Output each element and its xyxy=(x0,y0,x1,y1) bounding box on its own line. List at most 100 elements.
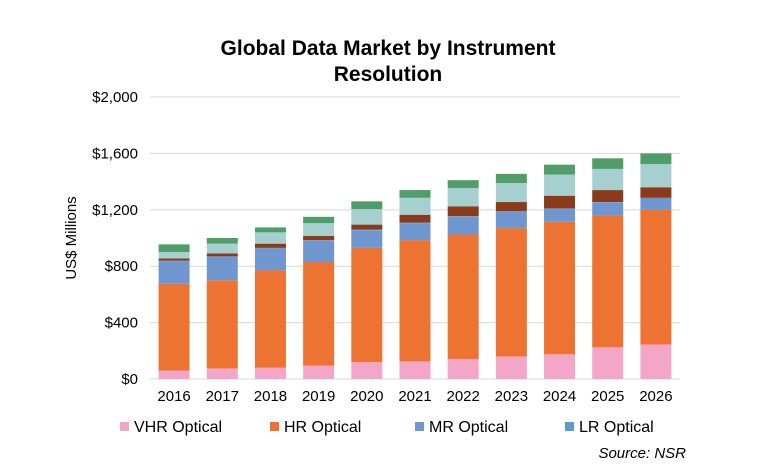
bar-segment xyxy=(495,228,527,357)
bar-segment xyxy=(399,190,431,198)
bar-segment xyxy=(640,209,672,345)
bars xyxy=(158,153,672,379)
source-note: Source: NSR xyxy=(598,445,686,462)
y-tick-label: $800 xyxy=(105,258,138,275)
bar-segment xyxy=(206,280,238,369)
bar-segment xyxy=(158,258,190,261)
bar-segment xyxy=(592,158,624,169)
x-tick-label: 2025 xyxy=(591,388,624,405)
legend-swatch xyxy=(415,422,424,431)
y-tick-label: $0 xyxy=(121,371,138,388)
legend-swatch xyxy=(270,422,279,431)
bar-segment xyxy=(303,223,335,236)
legend-swatch xyxy=(565,422,574,431)
bar-segment xyxy=(640,163,672,188)
bar-segment xyxy=(254,270,286,368)
bar-segment xyxy=(495,211,527,212)
x-tick-label: 2016 xyxy=(157,388,190,405)
x-tick-label: 2023 xyxy=(495,388,528,405)
y-tick-label: $1,600 xyxy=(92,145,138,162)
bar-segment xyxy=(351,247,383,363)
bar-segment xyxy=(351,209,383,225)
bar-segment xyxy=(447,216,479,235)
bar-segment xyxy=(303,261,335,366)
bar-segment xyxy=(158,261,190,284)
bar-segment xyxy=(592,215,624,348)
bar-segment xyxy=(206,238,238,244)
bar-segment xyxy=(206,257,238,281)
legend-label: HR Optical xyxy=(284,419,361,436)
bar-segment xyxy=(254,248,286,271)
bar-segment xyxy=(544,208,576,210)
bar-segment xyxy=(351,362,383,379)
x-tick-label: 2021 xyxy=(398,388,431,405)
bar-segment xyxy=(640,197,672,199)
x-tick-label: 2019 xyxy=(302,388,335,405)
bar-segment xyxy=(303,240,335,241)
bar-segment xyxy=(206,253,238,257)
bar-segment xyxy=(495,211,527,229)
bar-segment xyxy=(158,252,190,259)
bar-segment xyxy=(544,174,576,196)
bar-segment xyxy=(254,232,286,244)
x-tick-label: 2020 xyxy=(350,388,383,405)
bar-segment xyxy=(303,365,335,379)
bar-segment xyxy=(303,235,335,241)
y-tick-label: $1,200 xyxy=(92,202,138,219)
bar-segment xyxy=(495,183,527,203)
x-tick-label: 2018 xyxy=(254,388,287,405)
bar-segment xyxy=(592,202,624,216)
bar-segment xyxy=(640,344,672,379)
bar-segment xyxy=(544,195,576,209)
legend-label: LR Optical xyxy=(579,419,654,436)
bar-segment xyxy=(544,209,576,222)
y-tick-label: $400 xyxy=(105,315,138,332)
x-tick-label: 2022 xyxy=(446,388,479,405)
bar-segment xyxy=(447,234,479,360)
bar-segment xyxy=(447,206,479,217)
bar-segment xyxy=(206,243,238,254)
x-tick-label: 2026 xyxy=(639,388,672,405)
bar-segment xyxy=(544,221,576,355)
x-tick-label: 2017 xyxy=(206,388,239,405)
bar-segment xyxy=(351,229,383,231)
bar-segment xyxy=(495,356,527,379)
bar-segment xyxy=(592,190,624,203)
legend-swatch xyxy=(120,422,129,431)
bar-segment xyxy=(158,244,190,253)
bar-segment xyxy=(447,187,479,207)
bar-segment xyxy=(206,256,238,258)
bar-segment xyxy=(447,180,479,188)
bar-segment xyxy=(399,240,431,362)
bar-segment xyxy=(303,216,335,224)
x-tick-label: 2024 xyxy=(543,388,576,405)
x-axis-ticks: 2016 2017 2018 2019 2020 2021 2022 2023 2024 2025… xyxy=(157,388,672,405)
bar-segment xyxy=(544,354,576,379)
bar-segment xyxy=(254,243,286,248)
bar-segment xyxy=(592,347,624,379)
bar-segment xyxy=(254,367,286,379)
legend-label: MR Optical xyxy=(429,419,508,436)
bar-segment xyxy=(158,283,190,371)
bar-segment xyxy=(640,198,672,210)
y-axis-ticks: $0 $400 $800 $1,200 $1,600 $2,000 xyxy=(92,89,138,388)
bar-segment xyxy=(495,173,527,184)
bar-segment xyxy=(495,202,527,212)
bar-segment xyxy=(399,222,431,224)
bar-segment xyxy=(544,164,576,175)
legend: VHR Optical HR Optical MR Optical LR Optica… xyxy=(120,419,654,436)
bar-segment xyxy=(254,227,286,233)
bar-segment xyxy=(399,197,431,215)
y-axis-label: US$ Millions xyxy=(63,196,80,279)
bar-segment xyxy=(351,224,383,230)
bar-segment xyxy=(206,368,238,379)
legend-label: VHR Optical xyxy=(134,419,222,436)
bar-segment xyxy=(640,153,672,164)
bar-segment xyxy=(351,201,383,210)
bar-segment xyxy=(399,223,431,241)
bar-segment xyxy=(447,216,479,217)
bar-segment xyxy=(158,260,190,262)
bar-segment xyxy=(351,230,383,248)
bar-segment xyxy=(158,370,190,379)
